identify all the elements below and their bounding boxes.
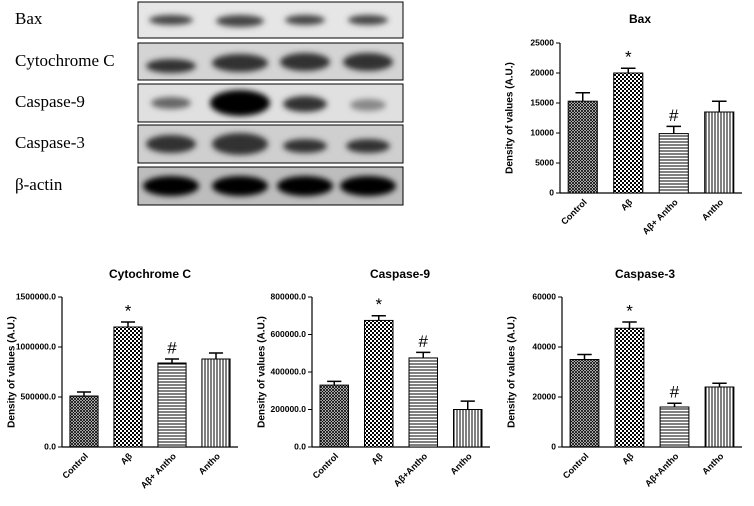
bands (143, 176, 396, 196)
x-tick-label: Antho (700, 197, 726, 223)
y-tick-label: 15000 (530, 97, 554, 107)
significance-marker: * (125, 301, 132, 320)
bar (614, 327, 645, 448)
blot-label: β-actin (15, 175, 63, 194)
y-tick-label: 0 (549, 187, 554, 197)
y-tick-label: 5000 (535, 157, 554, 167)
y-tick-label: 60000 (532, 291, 556, 301)
x-tick-label: Aβ (119, 451, 135, 467)
y-tick-label: 0.0 (294, 441, 306, 451)
y-tick-label: 20000 (532, 391, 556, 401)
chart-title: Caspase-9 (370, 267, 430, 281)
x-tick-label: Aβ (369, 451, 385, 467)
y-tick-label: 200000.0 (271, 404, 307, 414)
bar (704, 386, 735, 448)
significance-marker: * (375, 295, 382, 314)
bar (613, 72, 644, 194)
y-axis-label: Density of values (A.U.) (505, 62, 516, 174)
y-tick-label: 40000 (532, 341, 556, 351)
significance-marker: * (626, 301, 633, 320)
error-bar (327, 380, 342, 386)
bands (151, 90, 386, 116)
y-tick-label: 800000.0 (271, 291, 307, 301)
chart-title: Cytochrome C (109, 267, 191, 281)
blot-label: Bax (15, 9, 43, 28)
error-bar (712, 382, 727, 387)
error-bar (208, 352, 224, 359)
blot-label: Caspase-3 (15, 133, 85, 152)
error-bar (575, 92, 591, 102)
x-tick-label: Antho (197, 451, 223, 477)
y-tick-label: 25000 (530, 37, 554, 47)
error-bar (76, 391, 92, 396)
bar (658, 133, 689, 194)
x-tick-label: Control (311, 451, 341, 481)
error-bar (371, 315, 386, 321)
bands (146, 53, 393, 73)
error-bar (460, 400, 475, 410)
chart-title: Caspase-3 (615, 267, 675, 281)
bar (704, 111, 735, 194)
y-axis-label: Density of values (A.U.) (7, 316, 18, 428)
y-tick-label: 0.0 (44, 441, 56, 451)
bar (569, 359, 600, 448)
x-tick-label: Antho (700, 451, 726, 477)
x-tick-label: Aβ+ Antho (139, 451, 179, 491)
bar (453, 409, 483, 448)
x-tick-label: Aβ (619, 197, 635, 213)
bands (149, 15, 388, 27)
error-bar (577, 353, 592, 360)
significance-marker: # (419, 332, 429, 351)
x-tick-label: Aβ (620, 451, 636, 467)
blot: Bax Cytochrome C Caspase-9 Caspase-3 β-a… (15, 1, 404, 206)
y-tick-label: 10000 (530, 127, 554, 137)
significance-marker: # (670, 383, 680, 402)
y-tick-label: 1000000.0 (16, 341, 56, 351)
bar (364, 319, 394, 448)
error-bar (666, 125, 682, 134)
error-bar (164, 358, 180, 363)
x-tick-label: Aβ+Antho (392, 451, 430, 489)
significance-marker: # (669, 106, 679, 125)
error-bar (622, 321, 637, 329)
blot-label: Cytochrome C (15, 51, 115, 70)
y-axis-label: Density of values (A.U.) (507, 316, 518, 428)
error-bar (120, 321, 136, 327)
y-tick-label: 600000.0 (271, 329, 307, 339)
bar (201, 358, 231, 448)
bands (146, 133, 390, 155)
x-tick-label: Antho (448, 451, 474, 477)
y-tick-label: 1500000.0 (16, 291, 56, 301)
x-tick-label: Control (60, 451, 90, 481)
bar (69, 395, 99, 448)
bar (157, 362, 187, 448)
x-tick-label: Aβ+Antho (643, 451, 681, 489)
x-tick-label: Control (559, 197, 589, 227)
error-bar (620, 67, 636, 73)
blot-label: Caspase-9 (15, 92, 85, 111)
x-tick-label: Control (561, 451, 591, 481)
y-tick-label: 20000 (530, 67, 554, 77)
x-tick-label: Aβ+ Antho (640, 197, 680, 237)
chart-title: Bax (629, 12, 651, 26)
error-bar (711, 100, 727, 112)
y-tick-label: 0 (551, 441, 556, 451)
bar (319, 384, 349, 448)
y-tick-label: 400000.0 (271, 366, 307, 376)
bar (659, 406, 690, 448)
error-bar (667, 402, 682, 407)
y-tick-label: 500000.0 (21, 391, 57, 401)
bar (567, 100, 598, 194)
significance-marker: # (167, 338, 177, 357)
error-bar (416, 351, 431, 358)
significance-marker: * (625, 48, 632, 67)
y-axis-label: Density of values (A.U.) (257, 316, 268, 428)
bar (408, 357, 438, 448)
bar (113, 326, 143, 448)
